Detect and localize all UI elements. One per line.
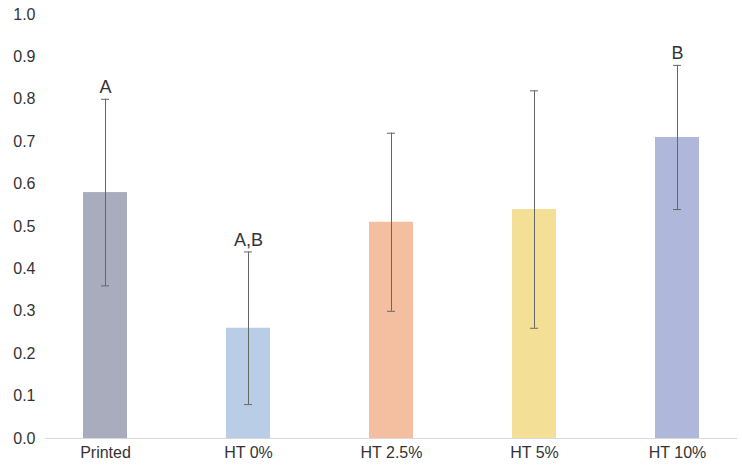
svg-text:B: B bbox=[671, 43, 683, 63]
svg-text:1.0: 1.0 bbox=[13, 6, 35, 23]
svg-text:HT 10%: HT 10% bbox=[649, 444, 707, 461]
svg-text:HT 5%: HT 5% bbox=[510, 444, 559, 461]
svg-text:0.6: 0.6 bbox=[13, 175, 35, 192]
svg-text:0.5: 0.5 bbox=[13, 218, 35, 235]
svg-text:0.2: 0.2 bbox=[13, 345, 35, 362]
svg-text:0.0: 0.0 bbox=[13, 430, 35, 447]
svg-text:0.9: 0.9 bbox=[13, 48, 35, 65]
svg-text:0.4: 0.4 bbox=[13, 260, 35, 277]
svg-text:0.1: 0.1 bbox=[13, 387, 35, 404]
svg-text:HT 0%: HT 0% bbox=[224, 444, 273, 461]
svg-text:0.3: 0.3 bbox=[13, 302, 35, 319]
svg-text:HT 2.5%: HT 2.5% bbox=[361, 444, 423, 461]
svg-text:A,B: A,B bbox=[234, 230, 263, 250]
svg-text:Printed: Printed bbox=[80, 444, 131, 461]
svg-text:0.7: 0.7 bbox=[13, 133, 35, 150]
svg-text:A: A bbox=[99, 77, 111, 97]
svg-text:0.8: 0.8 bbox=[13, 90, 35, 107]
